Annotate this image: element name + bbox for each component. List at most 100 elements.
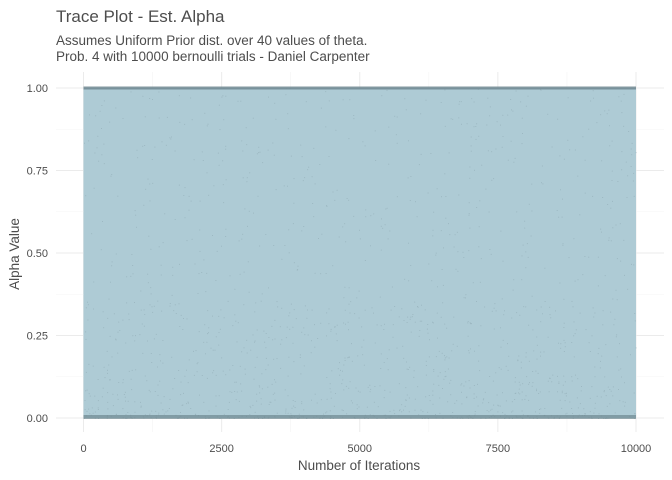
trace-point xyxy=(610,390,612,392)
trace-point xyxy=(206,341,208,343)
trace-point xyxy=(325,126,327,128)
trace-point xyxy=(348,356,350,358)
trace-point xyxy=(287,185,288,187)
trace-point xyxy=(407,369,409,370)
trace-point xyxy=(522,414,524,416)
trace-point xyxy=(617,181,619,182)
trace-point xyxy=(297,265,299,267)
trace-point xyxy=(564,400,566,402)
trace-point xyxy=(486,124,488,126)
trace-point xyxy=(628,131,630,132)
trace-point xyxy=(438,384,440,386)
trace-point xyxy=(443,378,445,380)
trace-point xyxy=(190,97,192,99)
trace-point xyxy=(187,401,189,403)
trace-point xyxy=(108,298,110,300)
trace-point xyxy=(336,189,338,191)
trace-point xyxy=(339,374,341,376)
trace-point xyxy=(498,405,500,407)
trace-point xyxy=(478,226,480,228)
trace-point xyxy=(418,414,420,416)
trace-point xyxy=(218,164,220,166)
trace-point xyxy=(213,185,215,187)
trace-point xyxy=(601,231,602,233)
trace-point xyxy=(326,205,328,207)
y-tick-label: 0.50 xyxy=(27,248,48,260)
trace-point xyxy=(444,371,446,373)
trace-point xyxy=(348,199,350,201)
trace-point xyxy=(392,336,394,338)
trace-point xyxy=(598,413,600,415)
trace-point xyxy=(359,229,360,231)
trace-point xyxy=(113,313,115,315)
trace-point xyxy=(491,408,493,410)
trace-point xyxy=(618,96,620,98)
trace-point xyxy=(458,103,460,105)
trace-point xyxy=(273,245,275,246)
trace-point xyxy=(428,263,430,265)
trace-point xyxy=(420,153,422,155)
trace-point xyxy=(479,370,481,372)
trace-point xyxy=(181,404,183,406)
trace-point xyxy=(489,376,491,377)
trace-point xyxy=(157,366,158,368)
trace-point xyxy=(488,211,490,213)
trace-point xyxy=(197,293,199,294)
trace-point xyxy=(510,99,512,100)
trace-point xyxy=(469,177,471,179)
trace-point xyxy=(512,110,514,112)
trace-point xyxy=(623,239,625,241)
trace-point xyxy=(406,322,408,323)
trace-point xyxy=(135,335,136,337)
trace-point xyxy=(518,388,520,390)
trace-point xyxy=(328,308,330,310)
trace-point xyxy=(591,386,593,388)
trace-point xyxy=(274,102,276,104)
trace-point xyxy=(563,298,565,300)
trace-point xyxy=(292,326,294,328)
trace-point xyxy=(473,397,475,399)
trace-point xyxy=(561,392,563,394)
trace-point xyxy=(89,413,91,415)
trace-point xyxy=(609,403,611,405)
trace-point xyxy=(594,366,596,368)
trace-point xyxy=(418,164,420,166)
trace-point xyxy=(246,339,248,341)
trace-point xyxy=(342,379,344,381)
trace-point xyxy=(461,123,462,125)
trace-point xyxy=(204,112,206,114)
trace-point xyxy=(229,275,231,277)
trace-point xyxy=(191,238,193,240)
trace-point xyxy=(584,256,586,257)
trace-point xyxy=(149,413,151,415)
trace-point xyxy=(571,380,573,382)
chart-subtitle-line-1: Assumes Uniform Prior dist. over 40 valu… xyxy=(56,33,367,48)
trace-point xyxy=(241,140,243,142)
trace-point xyxy=(549,377,551,379)
trace-point xyxy=(152,311,154,313)
trace-point xyxy=(440,316,442,318)
trace-point xyxy=(405,387,407,389)
trace-point xyxy=(403,357,405,359)
trace-point xyxy=(376,324,378,326)
trace-point xyxy=(343,364,345,366)
trace-point xyxy=(155,333,157,335)
trace-point xyxy=(384,323,385,325)
trace-point xyxy=(563,351,565,352)
trace-point xyxy=(254,341,255,343)
trace-point xyxy=(552,374,554,376)
trace-point xyxy=(293,361,295,363)
trace-point xyxy=(621,112,623,114)
trace-point xyxy=(598,347,600,349)
x-tick-label: 2500 xyxy=(209,443,233,455)
trace-point xyxy=(279,326,281,328)
trace-point xyxy=(339,362,340,364)
trace-point xyxy=(245,127,247,129)
trace-point xyxy=(380,325,382,327)
trace-point xyxy=(135,369,137,371)
trace-point xyxy=(540,89,542,91)
trace-point xyxy=(483,398,485,400)
trace-point xyxy=(234,381,236,383)
trace-point xyxy=(127,412,129,413)
trace-point xyxy=(134,411,136,413)
